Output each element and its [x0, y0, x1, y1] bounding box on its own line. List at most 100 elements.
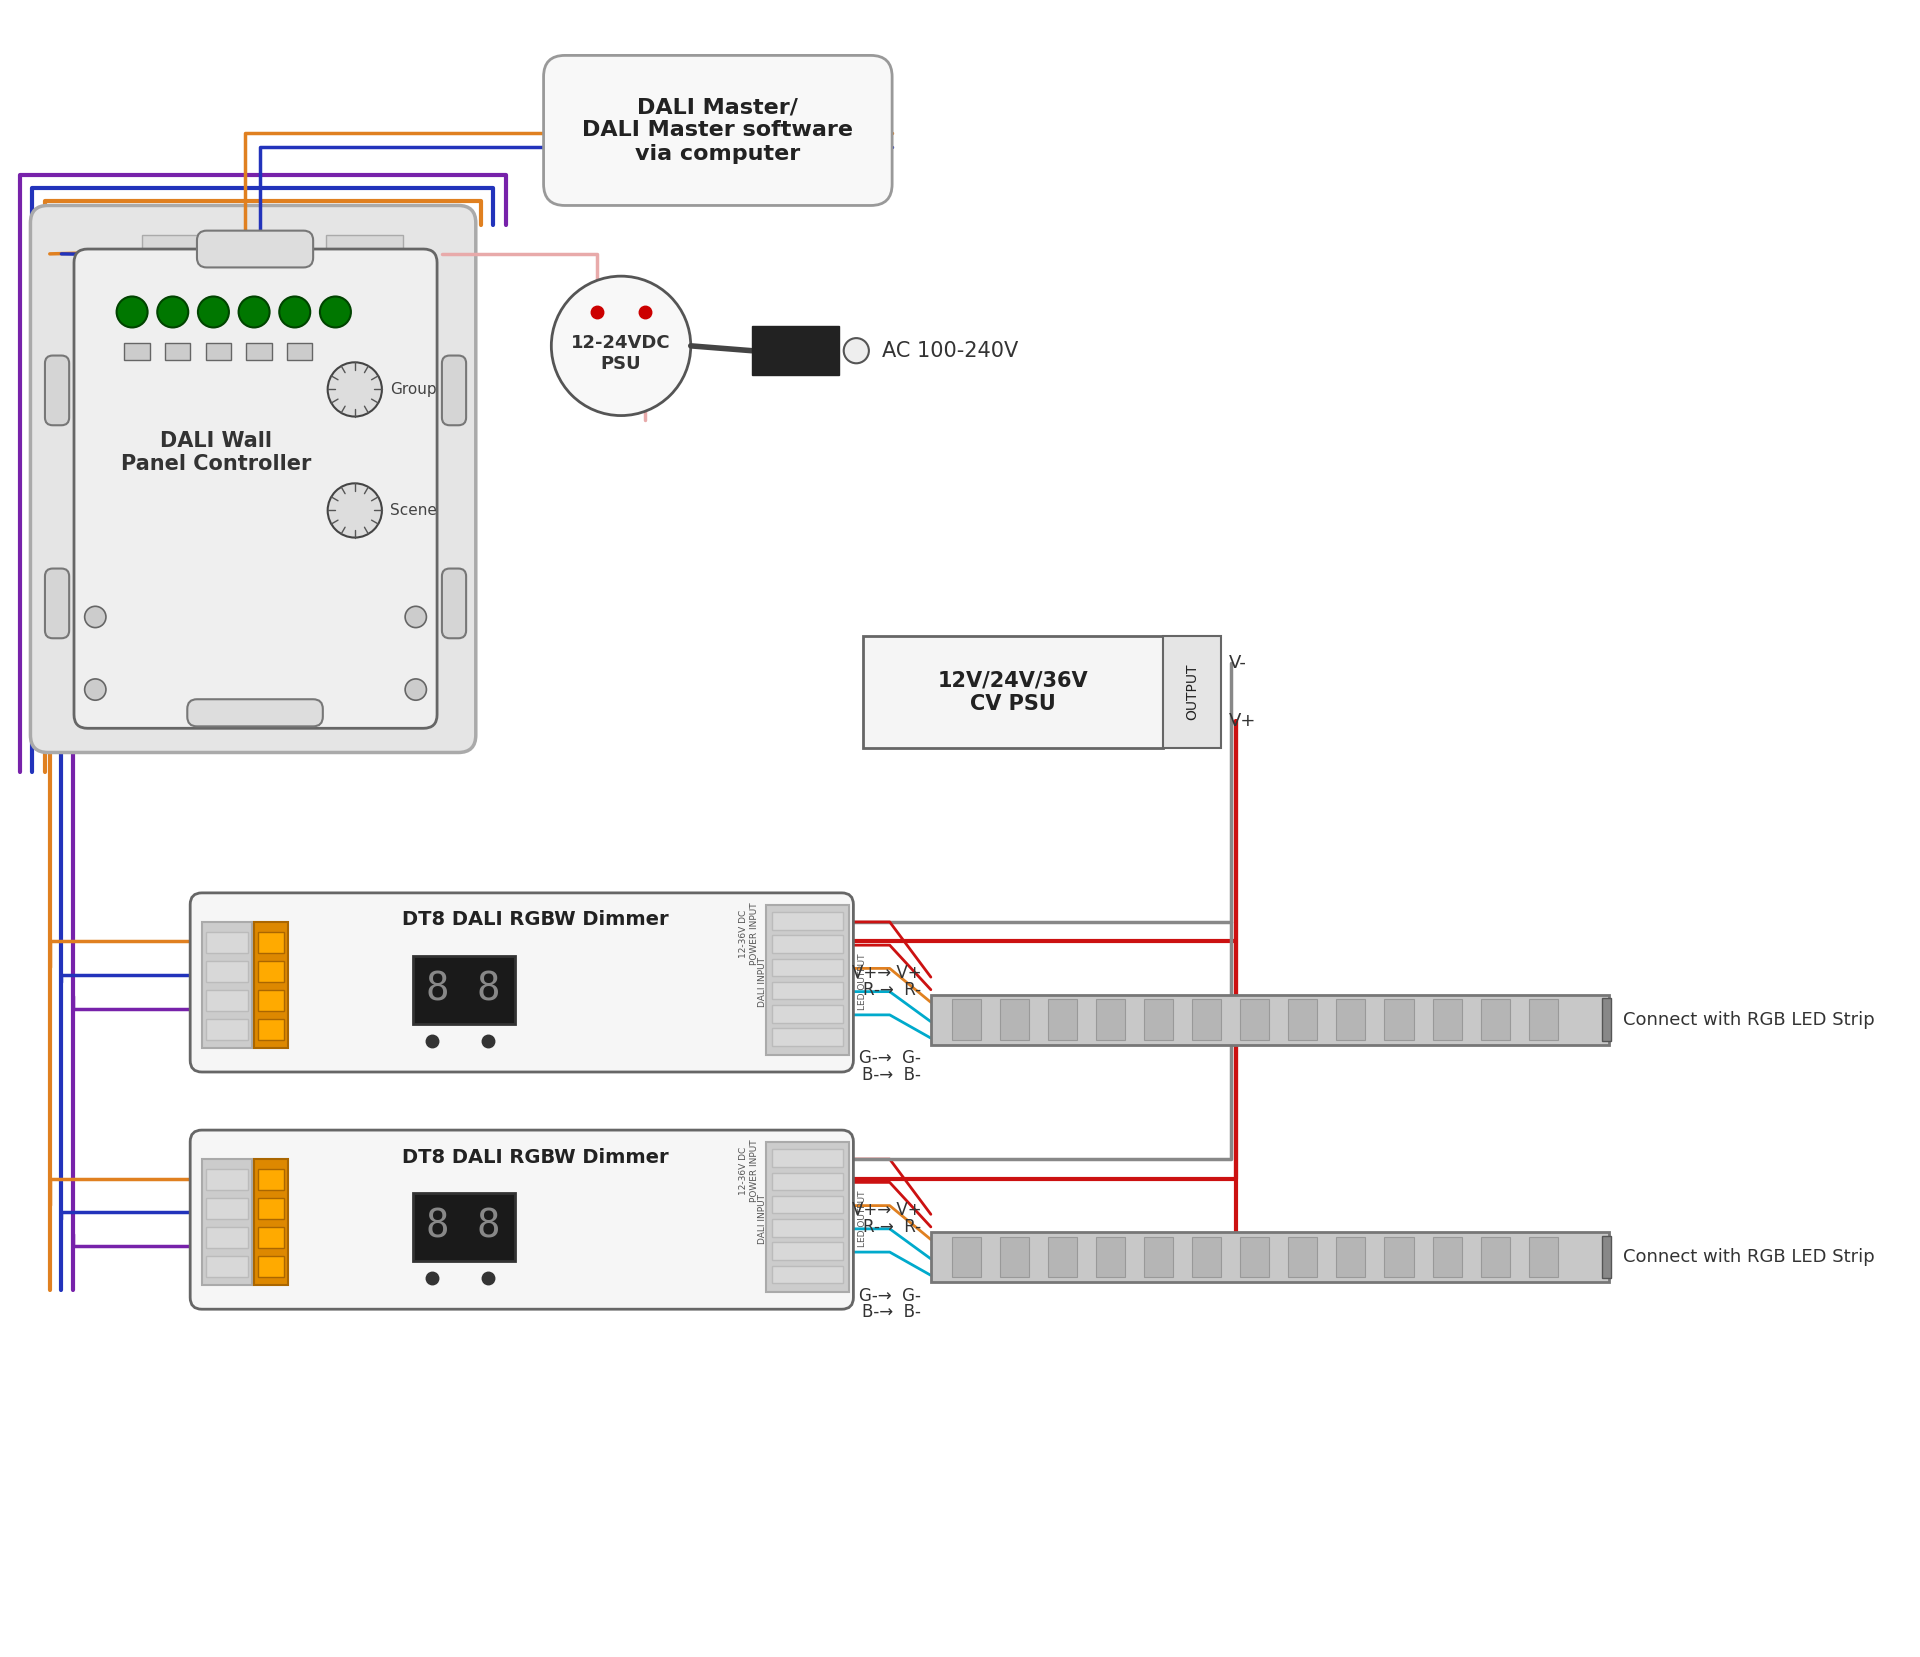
Bar	[1432, 1236, 1461, 1278]
FancyBboxPatch shape	[44, 568, 69, 638]
Bar	[1096, 1236, 1125, 1278]
Text: B-→  B-: B-→ B-	[862, 1065, 922, 1084]
Bar	[205, 1226, 248, 1248]
Text: DALI Master/
DALI Master software
via computer: DALI Master/ DALI Master software via co…	[582, 98, 852, 164]
Circle shape	[117, 297, 148, 328]
Bar	[413, 956, 515, 1024]
Circle shape	[238, 297, 269, 328]
FancyBboxPatch shape	[31, 205, 476, 752]
Text: 8: 8	[426, 1208, 449, 1246]
Bar	[205, 1019, 248, 1041]
Bar	[1432, 999, 1461, 1041]
Text: 8: 8	[476, 971, 499, 1009]
Circle shape	[551, 277, 691, 416]
Text: V-: V-	[1229, 655, 1246, 673]
Circle shape	[328, 484, 382, 537]
Bar	[772, 959, 843, 976]
Bar	[413, 1193, 515, 1261]
Bar	[246, 343, 271, 360]
Text: DT8 DALI RGBW Dimmer: DT8 DALI RGBW Dimmer	[401, 910, 668, 930]
Bar	[257, 989, 284, 1011]
Bar	[1601, 999, 1611, 1041]
Bar	[205, 1256, 248, 1278]
Bar	[772, 1006, 843, 1022]
Bar	[202, 1160, 252, 1284]
Text: AC 100-240V: AC 100-240V	[883, 341, 1020, 361]
Circle shape	[405, 679, 426, 701]
Text: G-→  G-: G-→ G-	[860, 1286, 922, 1304]
Bar	[1528, 999, 1557, 1041]
Text: 8: 8	[476, 1208, 499, 1246]
Circle shape	[321, 297, 351, 328]
Text: R-→  R-: R-→ R-	[864, 981, 922, 999]
Bar	[772, 1150, 843, 1167]
Circle shape	[84, 606, 106, 628]
FancyBboxPatch shape	[442, 568, 467, 638]
Text: Connect with RGB LED Strip: Connect with RGB LED Strip	[1622, 1248, 1874, 1266]
Text: Group: Group	[390, 381, 436, 398]
FancyBboxPatch shape	[543, 55, 893, 205]
Text: DALI Wall
Panel Controller: DALI Wall Panel Controller	[121, 431, 311, 474]
Text: 12-24VDC
PSU: 12-24VDC PSU	[572, 335, 670, 373]
Bar	[772, 1266, 843, 1283]
Bar	[202, 921, 252, 1047]
Bar	[753, 326, 839, 374]
Bar	[1144, 1236, 1173, 1278]
Text: 12V/24V/36V
CV PSU: 12V/24V/36V CV PSU	[937, 671, 1089, 714]
Bar	[772, 1196, 843, 1213]
Text: DT8 DALI RGBW Dimmer: DT8 DALI RGBW Dimmer	[401, 1148, 668, 1167]
Bar	[326, 235, 403, 252]
Bar	[1144, 999, 1173, 1041]
Bar	[1096, 999, 1125, 1041]
Text: 12-36V DC
POWER INPUT: 12-36V DC POWER INPUT	[739, 1140, 758, 1201]
Bar	[125, 343, 150, 360]
FancyBboxPatch shape	[44, 356, 69, 426]
Bar	[1384, 1236, 1413, 1278]
FancyBboxPatch shape	[198, 230, 313, 267]
Bar	[1528, 1236, 1557, 1278]
Bar	[931, 994, 1609, 1046]
Text: G-→  G-: G-→ G-	[860, 1049, 922, 1067]
Bar	[165, 343, 190, 360]
Text: V+→ V+: V+→ V+	[852, 1201, 922, 1220]
Bar	[772, 1220, 843, 1236]
Bar	[1000, 1236, 1029, 1278]
Bar	[1601, 1236, 1611, 1278]
Text: 8: 8	[426, 971, 449, 1009]
Bar	[772, 983, 843, 999]
Bar	[1164, 636, 1221, 747]
Circle shape	[278, 297, 311, 328]
Bar	[205, 961, 248, 983]
FancyBboxPatch shape	[190, 893, 852, 1072]
Bar	[205, 1168, 248, 1190]
Bar	[205, 343, 230, 360]
Bar	[1336, 1236, 1365, 1278]
Circle shape	[843, 338, 870, 363]
FancyBboxPatch shape	[75, 249, 438, 729]
Bar	[952, 1236, 981, 1278]
Text: Connect with RGB LED Strip: Connect with RGB LED Strip	[1622, 1011, 1874, 1029]
Text: R-→  R-: R-→ R-	[864, 1218, 922, 1236]
Bar	[772, 1243, 843, 1259]
Bar	[772, 1173, 843, 1190]
Bar	[257, 1226, 284, 1248]
Bar	[1048, 1236, 1077, 1278]
Text: LED OUTPUT: LED OUTPUT	[858, 1191, 866, 1248]
Bar	[766, 905, 849, 1054]
Circle shape	[328, 363, 382, 416]
Bar	[205, 931, 248, 953]
Bar	[1384, 999, 1413, 1041]
Bar	[1240, 999, 1269, 1041]
Bar	[257, 961, 284, 983]
Circle shape	[157, 297, 188, 328]
Text: V+: V+	[1229, 711, 1256, 729]
Bar	[1048, 999, 1077, 1041]
Bar	[257, 1198, 284, 1220]
Bar	[253, 921, 288, 1047]
Text: V+→ V+: V+→ V+	[852, 964, 922, 983]
Bar	[772, 913, 843, 930]
Bar	[1336, 999, 1365, 1041]
Bar	[1192, 999, 1221, 1041]
Bar	[772, 936, 843, 953]
Bar	[1192, 1236, 1221, 1278]
